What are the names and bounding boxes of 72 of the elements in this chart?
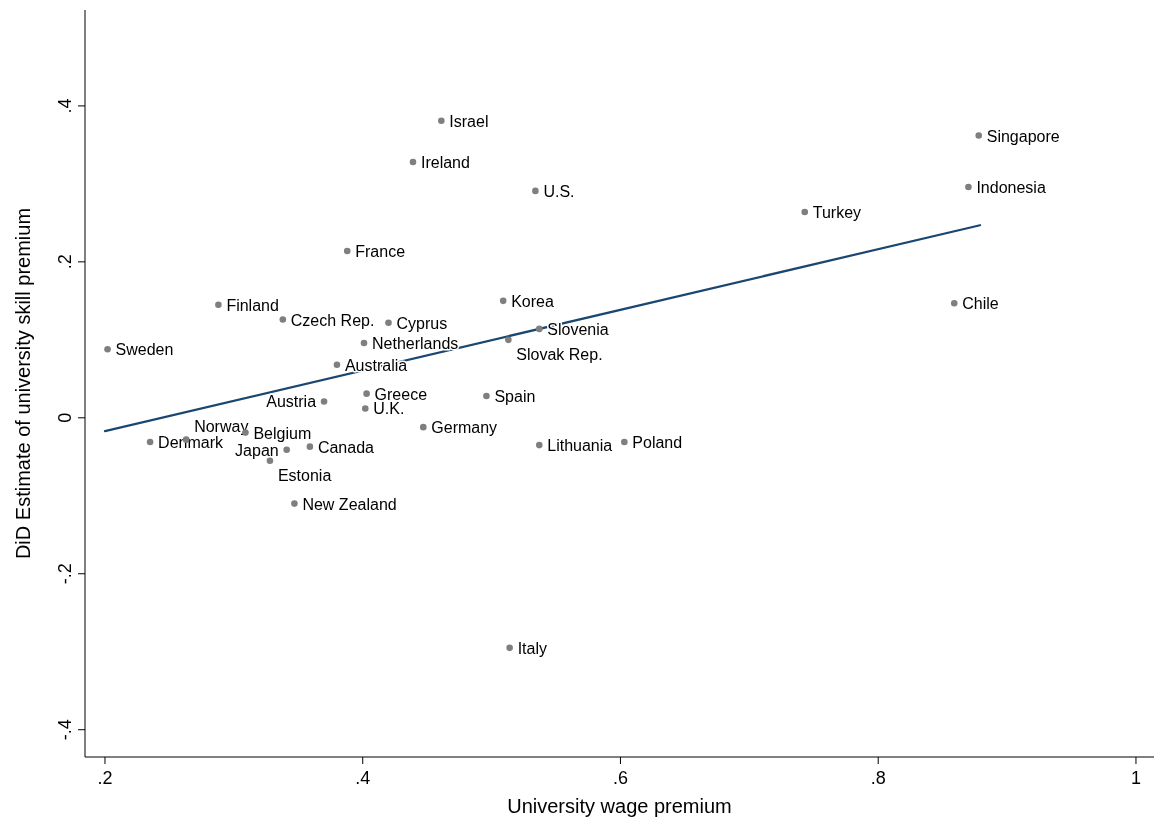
point — [621, 438, 628, 446]
point — [343, 247, 351, 255]
annotation: Czech Rep. — [290, 311, 375, 329]
point — [385, 319, 392, 326]
point — [409, 158, 417, 166]
point — [333, 361, 341, 369]
x-tick-label: .2 — [97, 768, 113, 788]
point — [363, 390, 370, 397]
annotation: U.S. — [543, 182, 575, 200]
annotation: Lithuania — [547, 437, 613, 455]
y-tick-label: -.4 — [55, 719, 75, 741]
annotation: Austria — [266, 393, 317, 411]
x-tick-label: 1 — [1130, 768, 1141, 788]
annotation: France — [355, 242, 406, 260]
annotation: Chile — [962, 295, 999, 313]
y-axis-title: DiD Estimate of university skill premium — [12, 207, 34, 560]
annotation: Norway — [194, 417, 249, 435]
y-tick-label: .4 — [55, 98, 75, 114]
annotation: Germany — [431, 419, 498, 437]
annotation: Turkey — [812, 203, 862, 221]
point — [506, 644, 513, 652]
point — [438, 117, 445, 125]
point — [360, 339, 368, 347]
annotation: Korea — [511, 292, 554, 310]
point — [505, 336, 512, 344]
point — [306, 443, 314, 450]
annotation: Sweden — [115, 341, 174, 359]
annotation: Japan — [235, 441, 279, 459]
annotation: Canada — [317, 438, 375, 456]
point — [965, 183, 972, 191]
x-tick-label: .6 — [612, 768, 628, 788]
point — [483, 392, 490, 400]
point — [535, 441, 543, 449]
annotation: Finland — [226, 296, 279, 314]
y-tick-label: 0 — [55, 412, 75, 423]
point — [532, 187, 539, 195]
annotation: Cyprus — [396, 314, 448, 332]
y-tick-label: .2 — [55, 254, 75, 270]
y-tick-label: -.2 — [55, 563, 75, 585]
annotation: Italy — [517, 639, 547, 657]
point — [291, 500, 298, 507]
point — [215, 301, 222, 309]
point — [104, 345, 111, 353]
point — [499, 297, 507, 305]
annotation: Poland — [632, 433, 683, 451]
annotation: Denmark — [158, 433, 224, 451]
annotation: Indonesia — [976, 179, 1046, 196]
point — [419, 423, 427, 431]
annotation: Estonia — [277, 466, 332, 484]
annotation: Slovak Rep. — [516, 345, 603, 363]
point — [146, 438, 154, 446]
x-axis-title: University wage premium — [507, 795, 732, 817]
annotation: New Zealand — [302, 495, 397, 513]
annotation: Greece — [374, 385, 428, 403]
annotation: Netherlands — [372, 334, 459, 352]
annotation: U.K. — [373, 400, 405, 418]
point — [801, 208, 809, 216]
point — [320, 398, 328, 405]
point — [950, 299, 958, 307]
point — [975, 132, 983, 139]
x-tick-label: .8 — [870, 768, 886, 788]
point — [283, 446, 290, 454]
annotation: Spain — [494, 387, 536, 405]
annotation: Slovenia — [547, 320, 609, 338]
point — [279, 316, 287, 323]
point — [535, 325, 543, 333]
annotation: Ireland — [420, 154, 470, 172]
annotation: Israel — [449, 112, 489, 130]
point — [362, 405, 369, 412]
annotation: Singapore — [986, 127, 1060, 145]
x-tick-label: .4 — [355, 768, 371, 788]
annotation: Belgium — [253, 424, 312, 442]
